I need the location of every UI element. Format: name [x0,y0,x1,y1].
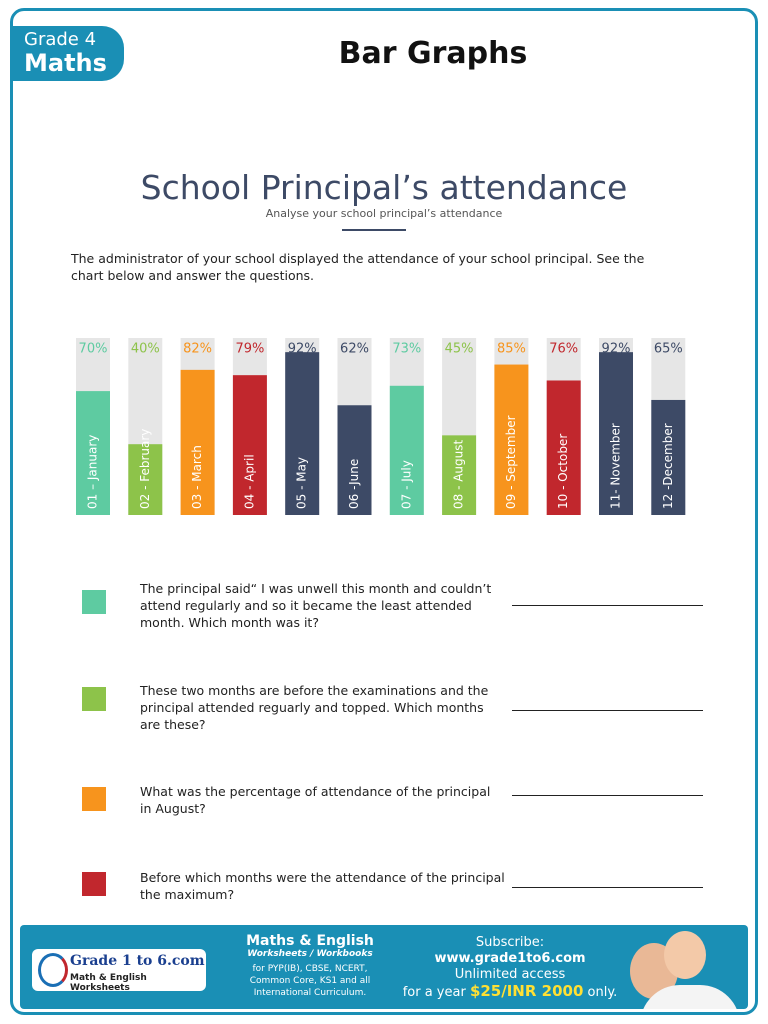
title-rule [342,229,406,231]
subject: Maths [24,49,107,77]
grade-badge: Grade 4 Maths [12,26,124,81]
face [664,931,706,979]
logo: Grade 1 to 6.com Math & English Workshee… [32,949,206,993]
answer-line [512,710,703,711]
promo-sub: Worksheets / Workbooks [247,949,373,959]
promo-text: for PYP(IB), CBSE, NCERT, Common Core, K… [249,964,371,998]
bar [599,352,633,515]
value-label: 73% [392,342,421,357]
logo-sub: Math & English Worksheets [70,973,147,993]
price-line: for a year $25/INR 2000 only. [400,983,620,1001]
bar [442,435,477,515]
photo [620,929,740,1009]
value-label: 62% [340,342,369,357]
url: www.grade1to6.com [434,951,586,966]
intro: The administrator of your school display… [71,251,645,283]
promo-title: Maths & English [246,933,374,949]
bar [337,405,372,515]
value-label: 85% [497,342,526,357]
price-post: only. [587,985,618,1000]
worksheet-subtitle: Analyse your school principal’s attendan… [265,207,503,220]
answer-line [512,795,703,796]
value-label: 70% [79,342,108,357]
page-title: Bar Graphs [338,36,528,71]
subscribe-label: Subscribe: [475,935,545,950]
question: The principal said“ I was unwell this mo… [140,581,492,630]
category-label: 10 - October [556,434,570,509]
bar [494,364,529,515]
value-label: 82% [183,342,212,357]
chart: 70% 01 – January 40% 02 - February 82% 03 - M… [76,338,686,515]
category-label: 05 - May [295,457,309,509]
category-label: 01 – January [86,435,100,509]
category-label: 12 -December [661,423,675,509]
subscribe: Subscribe: www.grade1to6.com Unlimited a… [400,935,620,1001]
category-label: 03 - March [190,445,204,509]
category-label: 07 - July [399,460,413,509]
value-label: 40% [131,342,160,357]
value-label: 92% [602,342,631,357]
question: Before which months were the attendance … [140,870,505,902]
category-label: 02 - February [138,429,152,509]
color-key [82,787,106,811]
question: These two months are before the examinat… [140,683,489,732]
logo-text: Grade 1 to 6.com [70,953,205,969]
bar [232,375,267,515]
footer: Grade 1 to 6.com Math & English Workshee… [20,925,748,1009]
answer-line [512,605,703,606]
category-label: 04 - April [242,454,256,509]
access: Unlimited access [454,967,566,982]
value-label: 76% [549,342,578,357]
color-key [82,687,106,711]
color-key [82,872,106,896]
value-label: 45% [445,342,474,357]
category-label: 11- November [609,423,623,509]
bar [76,391,110,515]
price-pre: for a year [402,985,466,1000]
worksheet-title: School Principal’s attendance [140,168,628,207]
grade: Grade 4 [24,29,97,50]
category-label: 09 - September [504,415,518,509]
value-label: 79% [235,342,264,357]
bar [128,444,163,515]
category-label: 06 -June [347,459,361,509]
price: $25/INR 2000 [469,982,584,1000]
value-label: 65% [654,342,683,357]
question: What was the percentage of attendance of… [140,784,491,816]
bar [180,369,215,515]
color-key [82,590,106,614]
bar [546,380,581,515]
bar [389,385,424,515]
promo: Maths & English Worksheets / Workbooks f… [240,933,380,999]
answer-line [512,887,703,888]
category-label: 08 - August [452,439,466,509]
bar [651,399,686,515]
logo-icon [38,953,68,987]
page-frame [10,8,758,1015]
value-label: 92% [288,342,317,357]
bar [285,352,320,515]
